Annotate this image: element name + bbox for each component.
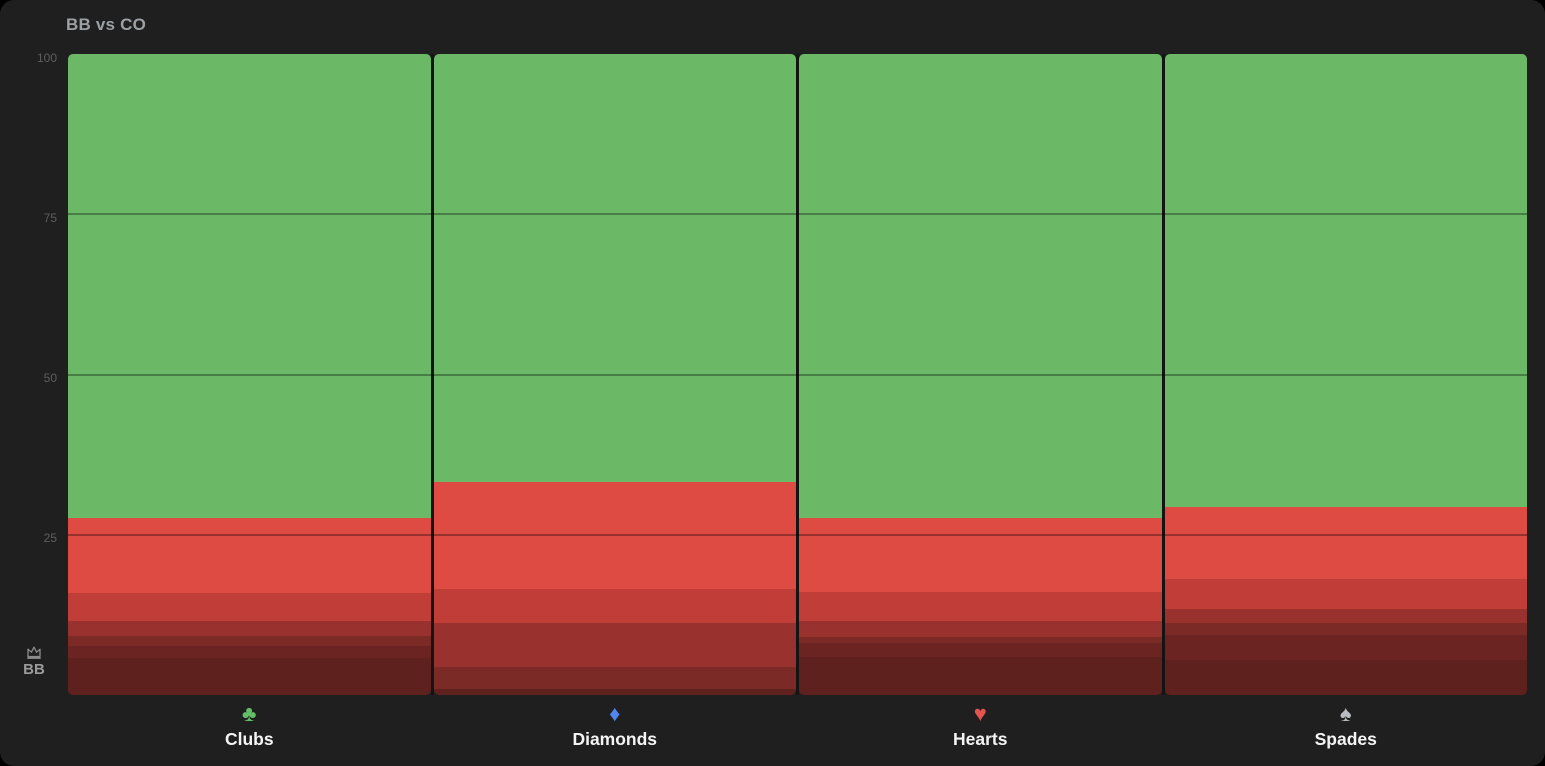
player-label: BB [23, 661, 45, 678]
suit-name: Spades [1314, 729, 1377, 749]
spade-icon: ♠ [1339, 701, 1352, 726]
x-label-diamonds[interactable]: ♦ Diamonds [434, 697, 797, 761]
suit-name: Hearts [953, 729, 1008, 749]
x-label-clubs[interactable]: ♣ Clubs [68, 697, 431, 761]
segment-diamonds-red-medium[interactable] [433, 589, 796, 624]
diamond-icon: ♦ [609, 701, 621, 726]
segment-clubs-red-dark-2[interactable] [68, 636, 431, 647]
segment-clubs-red-bright[interactable] [68, 518, 431, 594]
bar-divider [796, 54, 799, 695]
segment-spades-green-top[interactable] [1164, 54, 1527, 507]
segment-diamonds-red-darkest[interactable] [433, 688, 796, 695]
segment-diamonds-red-dark-2[interactable] [433, 666, 796, 689]
segment-clubs-red-dark-1[interactable] [68, 620, 431, 636]
segment-hearts-red-dark-3[interactable] [799, 643, 1162, 658]
segment-diamonds-green-top[interactable] [433, 54, 796, 482]
crown-icon [27, 646, 41, 659]
segment-diamonds-red-bright[interactable] [433, 481, 796, 590]
chart-title: BB vs CO [66, 15, 147, 34]
segment-hearts-red-bright[interactable] [799, 518, 1162, 593]
segment-hearts-green-top[interactable] [799, 54, 1162, 519]
y-tick-50: 50 [43, 371, 57, 385]
x-label-hearts[interactable]: ♥ Hearts [799, 697, 1162, 761]
segment-spades-red-dark-3[interactable] [1164, 634, 1527, 661]
x-label-spades[interactable]: ♠ Spades [1165, 697, 1528, 761]
segment-spades-red-darkest[interactable] [1164, 660, 1527, 695]
bar-diamonds[interactable] [433, 54, 796, 695]
segment-diamonds-red-dark-1[interactable] [433, 623, 796, 667]
bar-divider [1161, 54, 1165, 695]
y-tick-100: 100 [36, 50, 57, 65]
y-tick-25: 25 [43, 531, 57, 546]
segment-clubs-red-medium[interactable] [68, 593, 431, 621]
bar-divider [430, 54, 434, 695]
suit-name: Clubs [224, 729, 274, 749]
segment-clubs-red-darkest[interactable] [68, 657, 431, 695]
x-axis: ♣ Clubs ♦ Diamonds ♥ Hearts ♠ Spades [68, 697, 1527, 761]
segment-spades-red-bright[interactable] [1164, 506, 1527, 579]
bar-spades[interactable] [1164, 54, 1527, 695]
player-position: BB [8, 646, 60, 678]
segment-clubs-green-top[interactable] [68, 54, 431, 519]
segment-hearts-red-dark-1[interactable] [799, 620, 1162, 637]
bar-hearts[interactable] [799, 54, 1162, 695]
bar-clubs[interactable] [68, 54, 431, 695]
segment-hearts-red-medium[interactable] [799, 592, 1162, 621]
segment-hearts-red-darkest[interactable] [799, 657, 1162, 695]
segment-spades-red-dark-2[interactable] [1164, 623, 1527, 635]
segment-spades-red-dark-1[interactable] [1164, 609, 1527, 624]
suit-name: Diamonds [572, 729, 658, 749]
bars-container [68, 54, 1527, 695]
plot-area [68, 54, 1527, 695]
club-icon: ♣ [242, 701, 257, 726]
y-tick-75: 75 [43, 210, 57, 225]
segment-spades-red-medium[interactable] [1164, 578, 1527, 610]
heart-icon: ♥ [973, 701, 987, 726]
segment-clubs-red-dark-3[interactable] [68, 646, 431, 658]
segment-hearts-red-dark-2[interactable] [799, 636, 1162, 644]
